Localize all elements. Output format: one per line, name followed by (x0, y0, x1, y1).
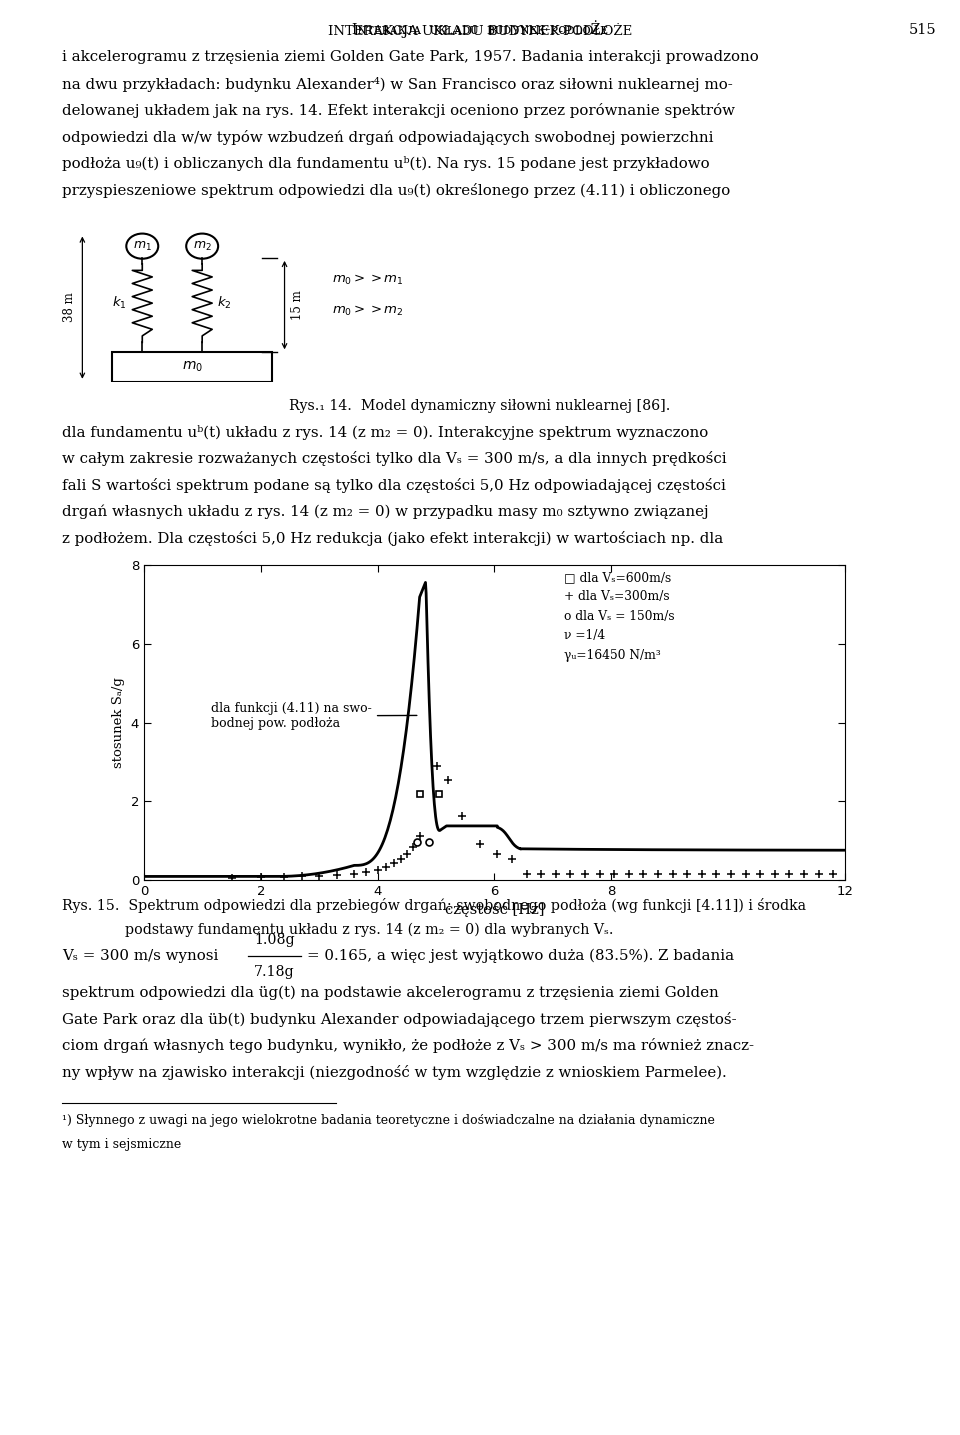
Text: $m_0$: $m_0$ (181, 360, 203, 375)
Text: ciom drgań własnych tego budynku, wynikło, że podłoże z Vₛ > 300 m/s ma również : ciom drgań własnych tego budynku, wynikł… (62, 1039, 755, 1053)
Text: Rys.₁ 14.  Model dynamiczny siłowni nuklearnej [86].: Rys.₁ 14. Model dynamiczny siłowni nukle… (289, 399, 671, 413)
Text: dla fundamentu uᵇ(t) układu z rys. 14 (z m₂ = 0). Interakcyjne spektrum wyznaczo: dla fundamentu uᵇ(t) układu z rys. 14 (z… (62, 425, 708, 439)
Text: $m_2$: $m_2$ (193, 240, 211, 253)
Text: Iɴᴛᴇʀᴀᴋᴊᴀ  ᴜᴋʟᴀᴅᴜ  ʙᴜᴅʏɴᴇᴋ-ᴘᴏᴅʟᴏŻᴇ: Iɴᴛᴇʀᴀᴋᴊᴀ ᴜᴋʟᴀᴅᴜ ʙᴜᴅʏɴᴇᴋ-ᴘᴏᴅʟᴏŻᴇ (352, 23, 608, 37)
Bar (112, 352, 272, 382)
Text: 38 m: 38 m (63, 293, 77, 321)
Text: □ dla Vₛ=600m/s
+ dla Vₛ=300m/s
o dla Vₛ = 150m/s
ν =1/4
γᵤ=16450 N/m³: □ dla Vₛ=600m/s + dla Vₛ=300m/s o dla Vₛ… (564, 571, 675, 662)
Text: 15 m: 15 m (291, 290, 303, 320)
Text: w całym zakresie rozważanych częstości tylko dla Vₛ = 300 m/s, a dla innych pręd: w całym zakresie rozważanych częstości t… (62, 451, 727, 466)
Text: INTERAKCJA UKŁADU BUDYNEK-PODŁOŻE: INTERAKCJA UKŁADU BUDYNEK-PODŁOŻE (328, 23, 632, 37)
Text: delowanej układem jak na rys. 14. Efekt interakcji oceniono przez porównanie spe: delowanej układem jak na rys. 14. Efekt … (62, 103, 735, 118)
Text: Vₛ = 300 m/s wynosi: Vₛ = 300 m/s wynosi (62, 949, 224, 963)
Text: Gate Park oraz dla üb(t) budynku Alexander odpowiadającego trzem pierwszym częst: Gate Park oraz dla üb(t) budynku Alexand… (62, 1012, 737, 1027)
Text: $m_1$: $m_1$ (132, 240, 152, 253)
Text: drgań własnych układu z rys. 14 (z m₂ = 0) w przypadku masy m₀ sztywno związanej: drgań własnych układu z rys. 14 (z m₂ = … (62, 504, 709, 519)
Text: ¹) Słynnego z uwagi na jego wielokrotne badania teoretyczne i doświadczalne na d: ¹) Słynnego z uwagi na jego wielokrotne … (62, 1115, 715, 1128)
Text: podstawy fundamentu układu z rys. 14 (z m₂ = 0) dla wybranych Vₛ.: podstawy fundamentu układu z rys. 14 (z … (62, 923, 613, 937)
Text: ny wpływ na zjawisko interakcji (niezgodność w tym względzie z wnioskiem Parmele: ny wpływ na zjawisko interakcji (niezgod… (62, 1065, 727, 1081)
Text: podłoża u₉(t) i obliczanych dla fundamentu uᵇ(t). Na rys. 15 podane jest przykła: podłoża u₉(t) i obliczanych dla fundamen… (62, 156, 710, 171)
Text: przyspieszeniowe spektrum odpowiedzi dla u₉(t) określonego przez (4.11) i oblicz: przyspieszeniowe spektrum odpowiedzi dla… (62, 182, 731, 198)
Y-axis label: stosunek Sₐ/g: stosunek Sₐ/g (112, 677, 125, 768)
Text: i akcelerogramu z trzęsienia ziemi Golden Gate Park, 1957. Badania interakcji pr: i akcelerogramu z trzęsienia ziemi Golde… (62, 50, 759, 65)
Text: $k_2$: $k_2$ (217, 296, 232, 311)
Text: 1.08g: 1.08g (254, 933, 295, 947)
Text: $k_1$: $k_1$ (112, 296, 127, 311)
Text: w tym i sejsmiczne: w tym i sejsmiczne (62, 1138, 181, 1151)
Text: 515: 515 (908, 23, 936, 37)
Text: z podłożem. Dla częstości 5,0 Hz redukcja (jako efekt interakcji) w wartościach : z podłożem. Dla częstości 5,0 Hz redukcj… (62, 531, 724, 545)
Text: 7.18g: 7.18g (254, 964, 295, 979)
Text: spektrum odpowiedzi dla üg(t) na podstawie akcelerogramu z trzęsienia ziemi Gold: spektrum odpowiedzi dla üg(t) na podstaw… (62, 986, 719, 1000)
Text: = 0.165, a więc jest wyjątkowo duża (83.5%). Z badania: = 0.165, a więc jest wyjątkowo duża (83.… (307, 949, 734, 963)
Text: fali S wartości spektrum podane są tylko dla częstości 5,0 Hz odpowiadającej czę: fali S wartości spektrum podane są tylko… (62, 478, 727, 492)
Text: $m_0 >> m_1$: $m_0 >> m_1$ (332, 273, 403, 287)
Text: $m_0 >> m_2$: $m_0 >> m_2$ (332, 304, 403, 319)
Text: dla funkcji (4.11) na swo-
bodnej pow. podłoża: dla funkcji (4.11) na swo- bodnej pow. p… (211, 702, 417, 730)
Text: odpowiedzi dla w/w typów wzbudzeń drgań odpowiadających swobodnej powierzchni: odpowiedzi dla w/w typów wzbudzeń drgań … (62, 129, 714, 145)
Text: na dwu przykładach: budynku Alexander⁴) w San Francisco oraz siłowni nuklearnej : na dwu przykładach: budynku Alexander⁴) … (62, 76, 733, 92)
X-axis label: częstość [Hz]: częstość [Hz] (444, 903, 544, 917)
Text: Rys. 15.  Spektrum odpowiedzi dla przebiegów drgań: swobodnego podłoża (wg funkc: Rys. 15. Spektrum odpowiedzi dla przebie… (62, 897, 806, 913)
